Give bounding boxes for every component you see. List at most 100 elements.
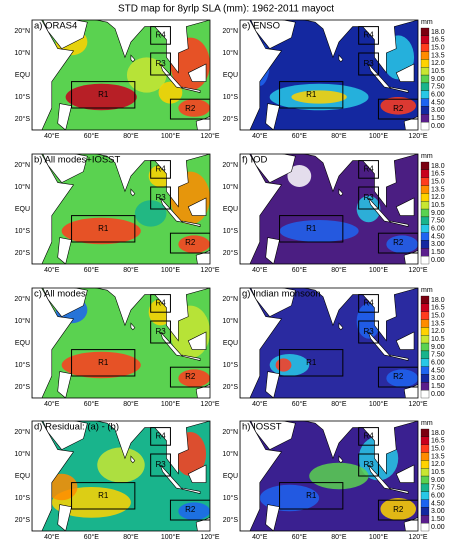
lon-label: 60°E	[292, 266, 308, 274]
region-box	[358, 294, 379, 313]
lat-label: 10°N	[222, 49, 238, 57]
region-label: R1	[306, 491, 317, 500]
colorbar-cell	[420, 460, 430, 469]
land	[250, 154, 296, 183]
land	[32, 288, 75, 398]
land	[182, 86, 201, 93]
colorbar-label: 9.00	[431, 76, 445, 83]
colorbar-label: 0.00	[431, 257, 445, 264]
lat-label: 10°N	[222, 450, 238, 458]
colorbar-cell	[420, 358, 430, 367]
panel-label: e) ENSO	[242, 21, 280, 32]
region-label: R1	[98, 224, 109, 233]
lon-label: 120°E	[200, 400, 219, 408]
sla-contour	[380, 498, 417, 520]
region-label: R1	[306, 224, 317, 233]
colorbar-cell	[420, 224, 430, 233]
sla-contour	[178, 99, 210, 117]
land	[42, 154, 88, 183]
lon-label: 80°E	[123, 132, 139, 140]
sla-contour	[259, 484, 320, 512]
colorbar-cell	[420, 499, 430, 508]
lon-label: 60°E	[84, 533, 100, 541]
colorbar-cell	[420, 90, 430, 99]
region-label: R3	[155, 327, 166, 336]
land	[240, 154, 283, 264]
land	[42, 421, 88, 450]
lat-label: 10°S	[223, 494, 239, 502]
colorbar-label: 3.00	[431, 107, 445, 114]
region-box	[150, 160, 171, 179]
colorbar-cell	[420, 350, 430, 359]
colorbar-cell	[420, 491, 430, 500]
colorbar-label: 1.50	[431, 516, 445, 523]
colorbar-label: 7.50	[431, 485, 445, 492]
lat-label: 20°S	[223, 115, 239, 123]
land	[130, 322, 136, 331]
colorbar-cell	[420, 35, 430, 44]
lon-label: 100°E	[161, 132, 180, 140]
land	[32, 20, 75, 130]
colorbar-label: 15.0	[431, 44, 445, 51]
colorbar-cell	[420, 201, 430, 210]
lat-label: EQU	[15, 206, 30, 213]
colorbar-label: 12.0	[431, 194, 445, 201]
lat-label: 20°N	[222, 295, 238, 303]
lat-label: 10°S	[15, 93, 31, 101]
panel-label: c) All modes	[34, 289, 86, 300]
colorbar-label: 7.50	[431, 352, 445, 359]
lat-label: 10°S	[15, 361, 31, 369]
colorbar-label: 10.5	[431, 202, 445, 209]
lat-label: EQU	[223, 206, 238, 213]
colorbar-unit: mm	[421, 153, 433, 160]
lat-label: 10°N	[14, 317, 30, 325]
colorbar-cell	[420, 193, 430, 202]
colorbar-cell	[420, 507, 430, 516]
region-label: R1	[98, 491, 109, 500]
land	[94, 20, 210, 74]
region-label: R2	[185, 505, 196, 514]
colorbar-cell	[420, 428, 430, 437]
colorbar-cell	[420, 74, 430, 84]
lon-label: 100°E	[161, 533, 180, 541]
map-panel: R1 R2 R3 R4	[32, 154, 210, 264]
land	[182, 220, 201, 227]
colorbar-label: 16.5	[431, 438, 445, 445]
sla-contour	[275, 358, 292, 372]
land	[302, 20, 418, 74]
region-label: R3	[155, 460, 166, 469]
lat-label: 10°N	[222, 317, 238, 325]
land	[250, 20, 296, 49]
lat-label: 20°N	[222, 27, 238, 35]
panel-label: f) IOD	[242, 155, 267, 166]
region-box	[358, 160, 379, 179]
colorbar-cell	[420, 468, 430, 477]
colorbar-cell	[420, 177, 430, 186]
land	[368, 63, 392, 89]
region-label: R2	[393, 505, 404, 514]
lon-label: 100°E	[369, 533, 388, 541]
sla-contour	[178, 369, 210, 388]
land	[94, 154, 210, 208]
land	[160, 197, 184, 223]
region-box	[169, 232, 210, 254]
lat-label: EQU	[223, 340, 238, 347]
panel-frame	[239, 19, 419, 131]
map-panel: R1 R2 R3 R4	[240, 154, 418, 264]
colorbar-label: 16.5	[431, 37, 445, 44]
lat-label: 20°N	[14, 428, 30, 436]
colorbar-label: 9.00	[431, 210, 445, 217]
colorbar-label: 4.50	[431, 233, 445, 240]
colorbar-cell	[420, 303, 430, 312]
lon-label: 60°E	[84, 400, 100, 408]
colorbar-unit: mm	[421, 287, 433, 294]
colorbar-cell	[420, 51, 430, 60]
colorbar-cell	[420, 27, 430, 36]
sla-contour	[178, 235, 210, 253]
region-box	[358, 26, 379, 45]
region-label: R2	[185, 104, 196, 113]
map-panel: R1 R2 R3 R4	[32, 421, 210, 531]
lat-label: EQU	[223, 72, 238, 79]
colorbar-label: 12.0	[431, 60, 445, 67]
lat-label: 10°S	[15, 227, 31, 235]
